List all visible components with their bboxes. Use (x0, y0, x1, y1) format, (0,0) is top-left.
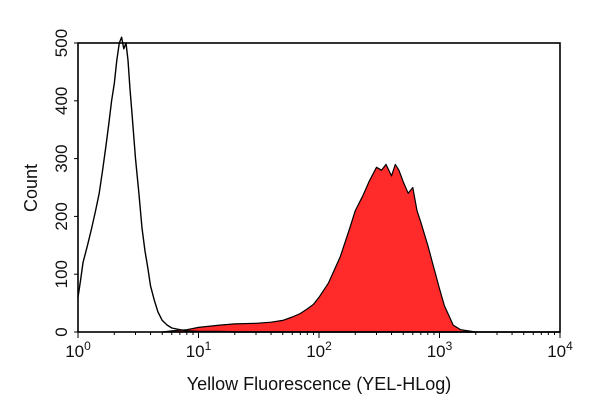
y-axis-ticks: 0 100 200 300 400 500 (52, 29, 78, 337)
yellow-fluorescence-filled-histogram (161, 163, 477, 333)
control-outline-histogram (77, 36, 560, 333)
y-tick-label: 0 (52, 327, 71, 336)
y-tick-label: 500 (52, 29, 71, 57)
x-axis-title: Yellow Fluorescence (YEL-HLog) (187, 374, 451, 394)
y-tick-label: 100 (52, 260, 71, 288)
y-tick-label: 200 (52, 202, 71, 230)
x-axis-ticks: 100 101 102 103 104 (65, 332, 573, 361)
x-tick-label: 102 (306, 339, 332, 361)
y-tick-label: 400 (52, 87, 71, 115)
x-tick-label: 104 (547, 339, 573, 361)
plot-frame (77, 42, 561, 333)
x-tick-label: 103 (427, 339, 453, 361)
x-tick-label: 101 (186, 339, 212, 361)
y-axis-title: Count (21, 164, 41, 212)
y-tick-label: 300 (52, 144, 71, 172)
x-tick-label: 100 (65, 339, 91, 361)
